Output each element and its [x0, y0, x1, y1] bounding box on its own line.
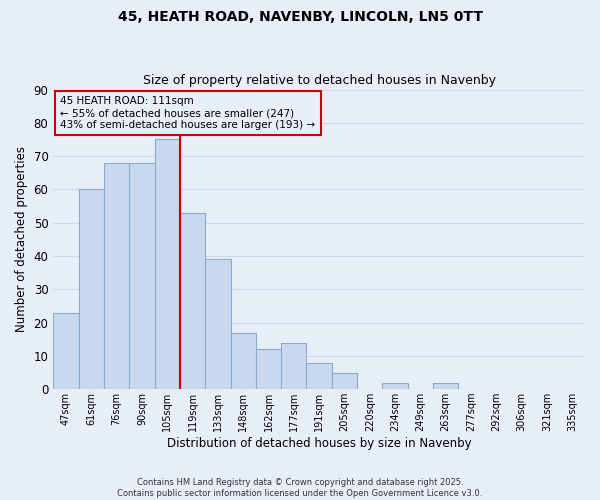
Title: Size of property relative to detached houses in Navenby: Size of property relative to detached ho…: [143, 74, 496, 87]
Bar: [382, 382, 408, 389]
Bar: [205, 260, 230, 389]
Bar: [129, 163, 155, 389]
Text: Contains HM Land Registry data © Crown copyright and database right 2025.
Contai: Contains HM Land Registry data © Crown c…: [118, 478, 482, 498]
Text: 45 HEATH ROAD: 111sqm
← 55% of detached houses are smaller (247)
43% of semi-det: 45 HEATH ROAD: 111sqm ← 55% of detached …: [60, 96, 316, 130]
Bar: [53, 312, 79, 389]
Bar: [433, 382, 458, 389]
Bar: [79, 190, 104, 389]
X-axis label: Distribution of detached houses by size in Navenby: Distribution of detached houses by size …: [167, 437, 472, 450]
Bar: [180, 212, 205, 389]
Bar: [281, 342, 307, 389]
Text: 45, HEATH ROAD, NAVENBY, LINCOLN, LN5 0TT: 45, HEATH ROAD, NAVENBY, LINCOLN, LN5 0T…: [118, 10, 482, 24]
Bar: [307, 362, 332, 389]
Bar: [256, 349, 281, 389]
Bar: [155, 140, 180, 389]
Y-axis label: Number of detached properties: Number of detached properties: [15, 146, 28, 332]
Bar: [230, 332, 256, 389]
Bar: [332, 372, 357, 389]
Bar: [104, 163, 129, 389]
